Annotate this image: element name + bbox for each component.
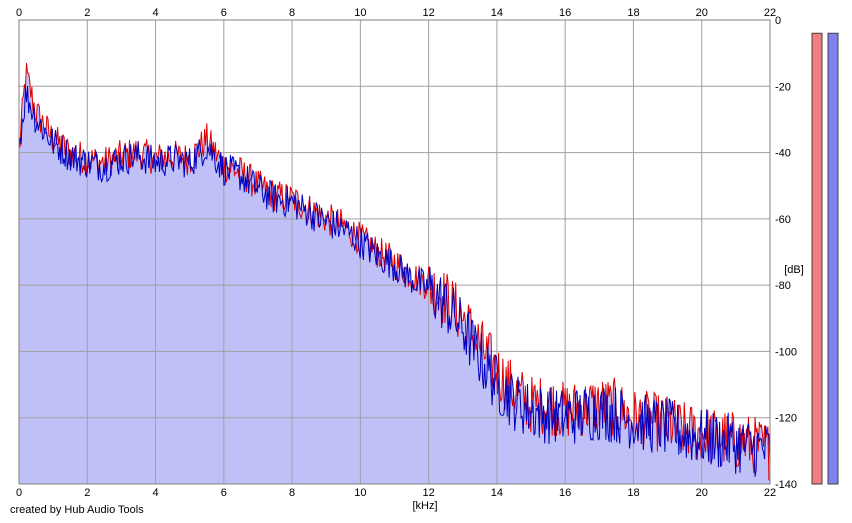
grid-lines <box>18 19 771 485</box>
plot-frame <box>18 19 771 485</box>
x-tick-bottom-0: 0 <box>16 487 22 499</box>
right-channel-line <box>18 85 771 477</box>
y-axis-ticks: 0 -20 -40 -60 -80 -100 -120 -140 <box>775 15 797 491</box>
y-axis-label: [dB] <box>784 264 804 276</box>
x-tick-top-10: 10 <box>354 7 366 19</box>
x-axis-top-ticks: 0 2 4 6 8 10 12 14 16 18 20 22 <box>16 7 776 19</box>
x-tick-top-12: 12 <box>423 7 435 19</box>
x-tick-top-6: 6 <box>221 7 227 19</box>
x-tick-bottom-12: 12 <box>423 487 435 499</box>
y-tick-0: 0 <box>775 15 781 27</box>
x-tick-top-4: 4 <box>152 7 158 19</box>
left-channel-line <box>18 62 771 481</box>
x-tick-bottom-20: 20 <box>696 487 708 499</box>
x-tick-top-14: 14 <box>491 7 503 19</box>
x-tick-bottom-8: 8 <box>289 487 295 499</box>
y-tick--60: -60 <box>775 214 791 226</box>
y-tick--140: -140 <box>775 479 797 491</box>
right-level-meter <box>827 32 839 485</box>
y-tick--40: -40 <box>775 148 791 160</box>
x-tick-bottom-2: 2 <box>84 487 90 499</box>
x-tick-top-22: 22 <box>764 7 776 19</box>
x-tick-top-0: 0 <box>16 7 22 19</box>
y-tick--120: -120 <box>775 413 797 425</box>
x-tick-bottom-22: 22 <box>764 487 776 499</box>
y-tick--100: -100 <box>775 346 797 358</box>
x-tick-bottom-14: 14 <box>491 487 503 499</box>
x-tick-bottom-4: 4 <box>152 487 158 499</box>
x-tick-bottom-10: 10 <box>354 487 366 499</box>
x-axis-bottom-ticks: 0 2 4 6 8 10 12 14 16 18 20 22 <box>16 487 776 499</box>
spectrum-area-fill <box>19 63 770 484</box>
x-tick-top-8: 8 <box>289 7 295 19</box>
y-tick--80: -80 <box>775 280 791 292</box>
y-tick--20: -20 <box>775 81 791 93</box>
x-tick-bottom-18: 18 <box>627 487 639 499</box>
left-level-meter <box>811 32 823 485</box>
x-tick-top-2: 2 <box>84 7 90 19</box>
x-tick-bottom-16: 16 <box>559 487 571 499</box>
x-tick-bottom-6: 6 <box>221 487 227 499</box>
x-tick-top-18: 18 <box>627 7 639 19</box>
x-axis-label: [kHz] <box>412 500 437 512</box>
credit-text: created by Hub Audio Tools <box>10 504 144 516</box>
x-tick-top-16: 16 <box>559 7 571 19</box>
x-tick-top-20: 20 <box>696 7 708 19</box>
level-meters <box>811 32 839 485</box>
